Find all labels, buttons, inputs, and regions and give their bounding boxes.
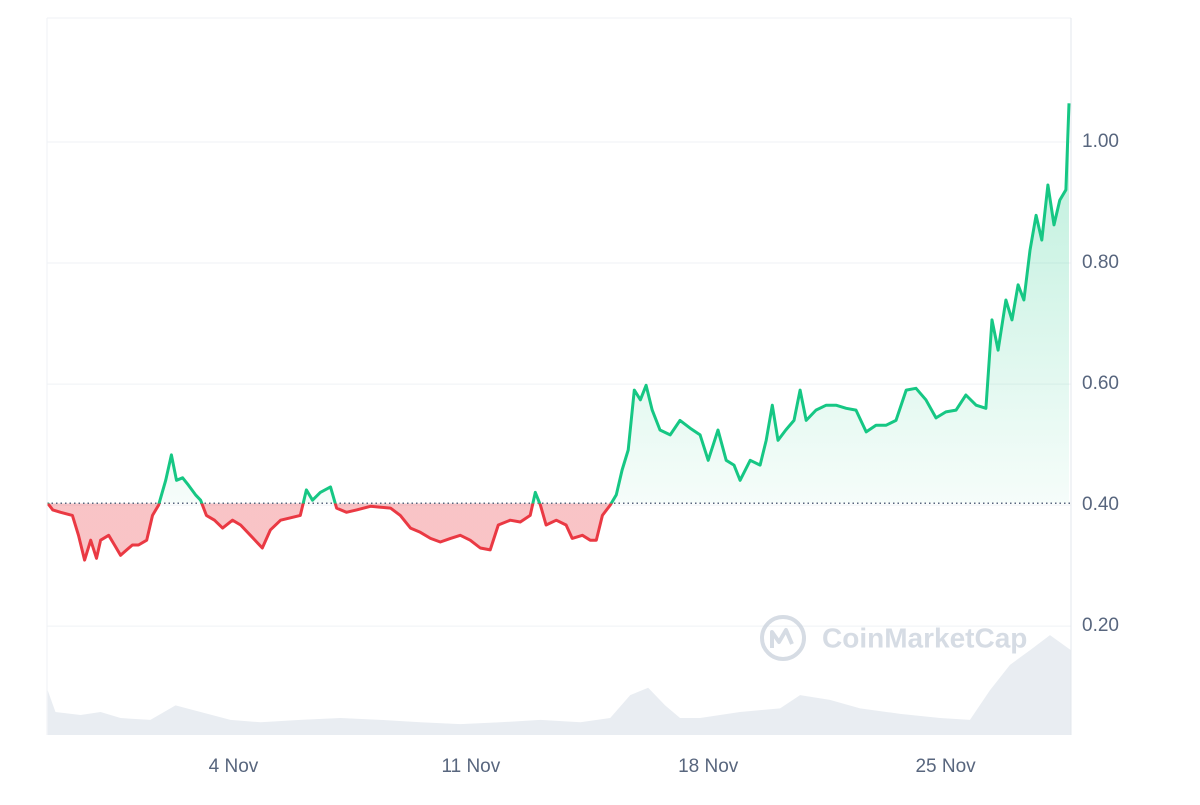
y-tick-label: 0.80 xyxy=(1082,252,1119,273)
watermark-logo-mark xyxy=(770,628,794,648)
watermark-text: CoinMarketCap xyxy=(822,622,1027,653)
price-line xyxy=(46,103,1071,562)
y-tick-label: 0.40 xyxy=(1082,494,1119,515)
y-tick-label: 0.20 xyxy=(1082,615,1119,636)
y-tick-label: 0.60 xyxy=(1082,373,1119,394)
watermark: CoinMarketCap xyxy=(760,615,1027,661)
x-tick-label: 18 Nov xyxy=(678,756,739,777)
price-area xyxy=(47,103,1069,561)
background-layer xyxy=(47,103,1071,735)
x-tick-label: 4 Nov xyxy=(209,756,259,777)
volume-area xyxy=(47,635,1071,735)
y-tick-label: 1.00 xyxy=(1082,131,1119,152)
x-tick-label: 11 Nov xyxy=(441,756,500,777)
x-tick-label: 25 Nov xyxy=(915,756,976,777)
foreground-layer: 0.20 0.40 0.60 0.80 1.00 4 Nov 11 Nov 18 Nov 25 … xyxy=(46,103,1119,777)
watermark-logo xyxy=(760,615,806,661)
